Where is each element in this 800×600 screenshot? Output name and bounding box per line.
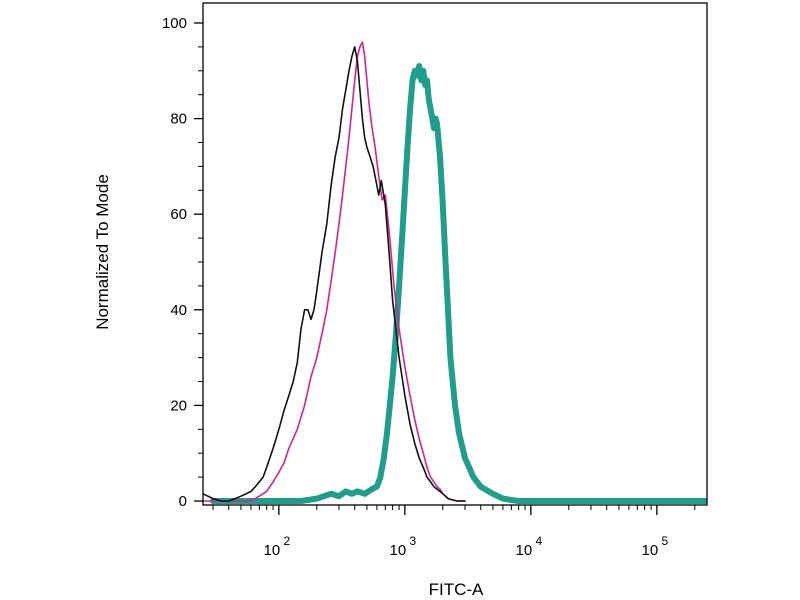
x-tick-label-base: 10	[264, 542, 281, 559]
series-line-1	[203, 41, 466, 502]
series-line-2	[203, 46, 466, 502]
x-tick-label-base: 10	[516, 542, 533, 559]
x-axis-title: FITC-A	[429, 580, 484, 599]
plot-frame	[202, 2, 708, 506]
y-tick-label: 20	[170, 397, 187, 414]
series-line-3	[210, 63, 707, 504]
x-tick-label-base: 10	[642, 542, 659, 559]
x-tick-label-exponent: 4	[536, 534, 543, 548]
y-axis-title: Normalized To Mode	[93, 174, 112, 330]
y-tick-label: 0	[179, 493, 187, 510]
x-tick-label-exponent: 3	[410, 534, 417, 548]
y-tick-label: 60	[170, 206, 187, 223]
y-tick-label: 40	[170, 302, 187, 319]
y-tick-label: 80	[170, 111, 187, 128]
x-tick-label-exponent: 2	[284, 534, 291, 548]
x-tick-label-exponent: 5	[662, 534, 669, 548]
y-tick-label: 100	[162, 15, 187, 32]
series-layer	[203, 41, 707, 504]
x-tick-label-base: 10	[390, 542, 407, 559]
